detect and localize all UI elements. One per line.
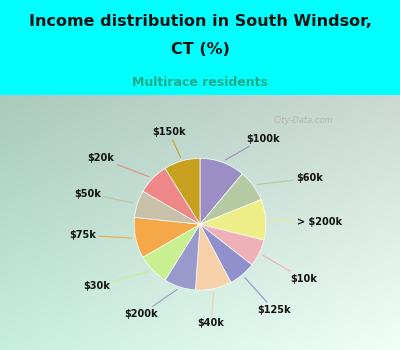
Text: $10k: $10k xyxy=(262,255,317,284)
Wedge shape xyxy=(200,199,266,240)
Text: $150k: $150k xyxy=(152,127,186,158)
Text: Income distribution in South Windsor,: Income distribution in South Windsor, xyxy=(28,14,372,29)
Text: $60k: $60k xyxy=(257,173,324,184)
Wedge shape xyxy=(165,158,200,224)
Text: $100k: $100k xyxy=(225,134,280,160)
Text: Multirace residents: Multirace residents xyxy=(132,76,268,89)
Wedge shape xyxy=(200,174,261,224)
Wedge shape xyxy=(143,168,200,224)
Wedge shape xyxy=(200,158,242,224)
Wedge shape xyxy=(134,191,200,224)
Wedge shape xyxy=(143,224,200,280)
Wedge shape xyxy=(196,224,231,290)
Wedge shape xyxy=(165,224,200,290)
Text: $200k: $200k xyxy=(125,289,177,319)
Wedge shape xyxy=(200,224,252,282)
Text: $75k: $75k xyxy=(69,230,132,240)
Wedge shape xyxy=(200,224,264,265)
Text: $125k: $125k xyxy=(245,278,291,315)
Text: $20k: $20k xyxy=(88,153,149,177)
Text: $40k: $40k xyxy=(198,293,224,328)
Text: $50k: $50k xyxy=(74,189,134,203)
Text: $30k: $30k xyxy=(83,272,149,291)
Text: CT (%): CT (%) xyxy=(170,42,230,56)
Text: City-Data.com: City-Data.com xyxy=(274,116,334,125)
Text: > $200k: > $200k xyxy=(270,217,342,227)
Wedge shape xyxy=(134,217,200,257)
